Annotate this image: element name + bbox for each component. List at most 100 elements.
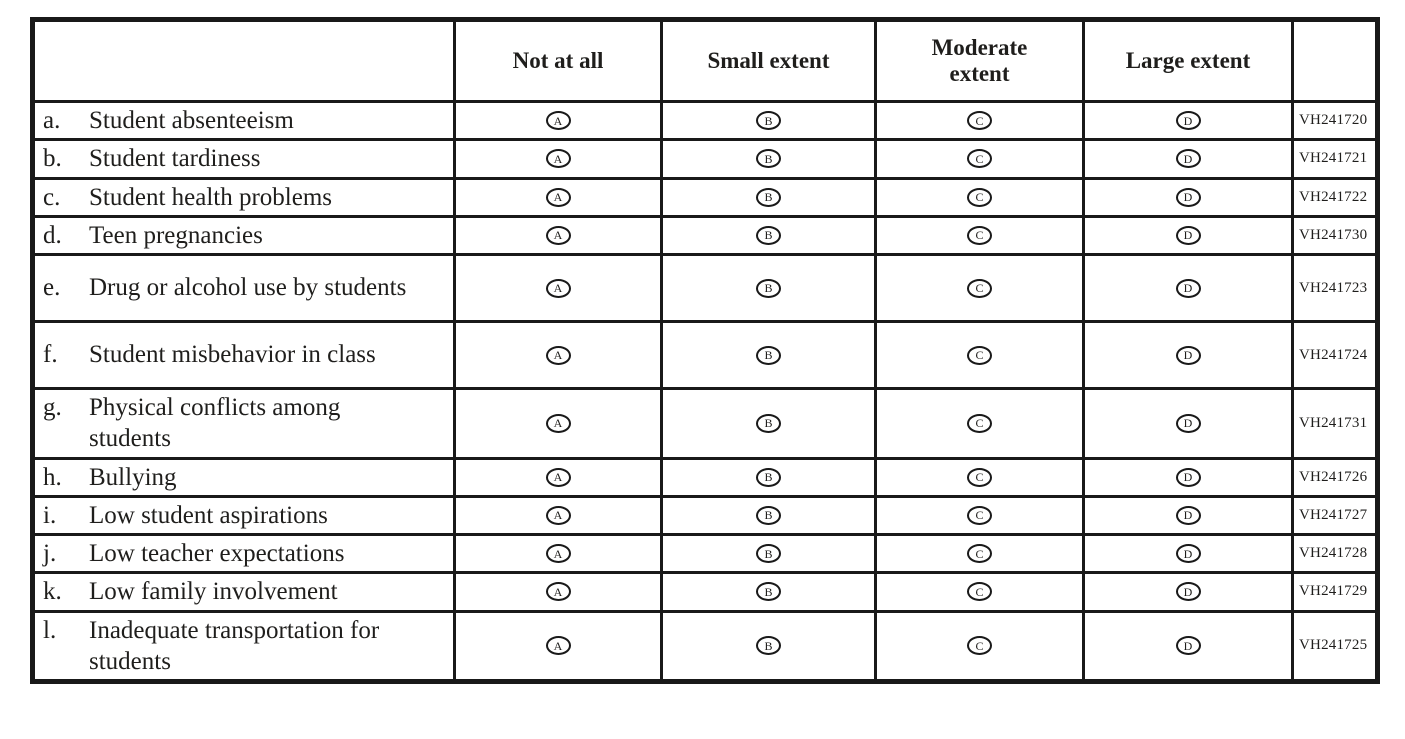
table-row: h. Bullying A B C D VH241726: [31, 456, 1379, 498]
option-bubble-b[interactable]: B: [756, 636, 781, 656]
option-bubble-d[interactable]: D: [1175, 111, 1201, 131]
item-code: VH241721: [1299, 150, 1368, 167]
option-bubble-c[interactable]: C: [967, 345, 992, 365]
option-bubble-a[interactable]: A: [545, 278, 571, 298]
column-header-large-extent: Large extent: [1082, 18, 1294, 103]
option-bubble-a[interactable]: A: [545, 544, 571, 564]
column-header-moderate-extent: Moderate extent: [874, 18, 1085, 103]
option-cell-large-extent: D: [1082, 99, 1294, 142]
item-letter: a.: [43, 107, 61, 134]
item-letter: l.: [43, 616, 57, 644]
option-bubble-c[interactable]: C: [967, 413, 992, 433]
column-header-label: Large extent: [1125, 47, 1251, 73]
option-bubble-d[interactable]: D: [1175, 467, 1201, 487]
option-bubble-a[interactable]: A: [545, 345, 571, 365]
option-cell-not-at-all: A: [453, 320, 663, 390]
item-cell: j. Low teacher expectations: [31, 532, 456, 575]
option-bubble-d[interactable]: D: [1175, 544, 1201, 564]
column-header-label: Small extent: [707, 47, 830, 73]
item-code: VH241730: [1299, 226, 1368, 243]
option-bubble-a[interactable]: A: [545, 149, 571, 169]
table-row: c. Student health problems A B C D VH241…: [31, 176, 1379, 218]
option-cell-moderate-extent: C: [874, 571, 1085, 613]
option-bubble-a[interactable]: A: [545, 582, 571, 602]
option-cell-moderate-extent: C: [874, 214, 1085, 257]
code-cell: VH241726: [1291, 456, 1379, 498]
option-bubble-d[interactable]: D: [1175, 149, 1201, 169]
option-bubble-b[interactable]: B: [756, 149, 781, 169]
option-bubble-a[interactable]: A: [545, 111, 571, 131]
option-bubble-c[interactable]: C: [967, 505, 992, 525]
item-cell: d. Teen pregnancies: [31, 214, 456, 257]
option-bubble-b[interactable]: B: [756, 345, 781, 365]
option-cell-not-at-all: A: [453, 387, 663, 460]
option-bubble-b[interactable]: B: [756, 505, 781, 525]
option-bubble-a[interactable]: A: [545, 467, 571, 487]
option-bubble-b[interactable]: B: [756, 111, 781, 131]
option-bubble-d[interactable]: D: [1175, 187, 1201, 207]
option-cell-small-extent: B: [660, 320, 877, 390]
code-cell: VH241730: [1291, 214, 1379, 257]
option-bubble-b[interactable]: B: [756, 187, 781, 207]
option-bubble-c[interactable]: C: [967, 187, 992, 207]
table-row: f. Student misbehavior in class A B C D …: [31, 320, 1379, 390]
option-bubble-d[interactable]: D: [1175, 582, 1201, 602]
option-bubble-d[interactable]: D: [1175, 225, 1201, 245]
item-letter: b.: [43, 145, 62, 173]
option-bubble-c[interactable]: C: [967, 582, 992, 602]
item-letter: k.: [43, 578, 62, 606]
survey-form: Not at all Small extent Moderate extent …: [30, 17, 1380, 684]
option-bubble-c[interactable]: C: [967, 278, 992, 298]
code-cell: VH241722: [1291, 176, 1379, 218]
item-label: Student absenteeism: [89, 107, 294, 134]
item-letter: f.: [43, 341, 58, 369]
option-cell-small-extent: B: [660, 456, 877, 498]
option-cell-small-extent: B: [660, 571, 877, 613]
option-bubble-d[interactable]: D: [1175, 636, 1201, 656]
option-cell-large-extent: D: [1082, 214, 1294, 257]
code-cell: VH241729: [1291, 571, 1379, 613]
code-cell: VH241720: [1291, 99, 1379, 142]
option-cell-moderate-extent: C: [874, 387, 1085, 460]
code-cell: VH241727: [1291, 494, 1379, 537]
option-bubble-d[interactable]: D: [1175, 278, 1201, 298]
option-bubble-a[interactable]: A: [545, 225, 571, 245]
option-bubble-a[interactable]: A: [545, 413, 571, 433]
option-bubble-b[interactable]: B: [756, 413, 781, 433]
option-bubble-d[interactable]: D: [1175, 345, 1201, 365]
table-row: b. Student tardiness A B C D VH241721: [31, 138, 1379, 180]
option-bubble-c[interactable]: C: [967, 467, 992, 487]
column-header-label: Not at all: [512, 47, 604, 73]
option-bubble-c[interactable]: C: [967, 111, 992, 131]
option-bubble-b[interactable]: B: [756, 467, 781, 487]
option-cell-not-at-all: A: [453, 609, 663, 683]
option-bubble-c[interactable]: C: [967, 636, 992, 656]
item-label: Teen pregnancies: [89, 221, 263, 249]
option-bubble-b[interactable]: B: [756, 544, 781, 564]
item-cell: l. Inadequate transportation for student…: [31, 609, 456, 683]
option-bubble-b[interactable]: B: [756, 582, 781, 602]
option-bubble-b[interactable]: B: [756, 278, 781, 298]
option-cell-large-extent: D: [1082, 571, 1294, 613]
option-cell-not-at-all: A: [453, 176, 663, 218]
option-bubble-d[interactable]: D: [1175, 505, 1201, 525]
item-code: VH241729: [1299, 583, 1368, 600]
option-bubble-b[interactable]: B: [756, 225, 781, 245]
option-bubble-c[interactable]: C: [967, 149, 992, 169]
option-bubble-c[interactable]: C: [967, 225, 992, 245]
option-bubble-a[interactable]: A: [545, 505, 571, 525]
item-cell: g. Physical conflicts among students: [31, 387, 456, 460]
option-bubble-a[interactable]: A: [545, 187, 571, 207]
option-bubble-a[interactable]: A: [545, 636, 571, 656]
option-bubble-d[interactable]: D: [1175, 413, 1201, 433]
option-cell-small-extent: B: [660, 609, 877, 683]
option-cell-large-extent: D: [1082, 320, 1294, 390]
item-cell: f. Student misbehavior in class: [31, 320, 456, 390]
item-cell: a. Student absenteeism: [31, 99, 456, 142]
option-cell-not-at-all: A: [453, 456, 663, 498]
option-bubble-c[interactable]: C: [967, 544, 992, 564]
code-cell: VH241728: [1291, 532, 1379, 575]
option-cell-moderate-extent: C: [874, 99, 1085, 142]
table-row: j. Low teacher expectations A B C D VH24…: [31, 532, 1379, 575]
table-row: e. Drug or alcohol use by students A B C…: [31, 253, 1379, 323]
